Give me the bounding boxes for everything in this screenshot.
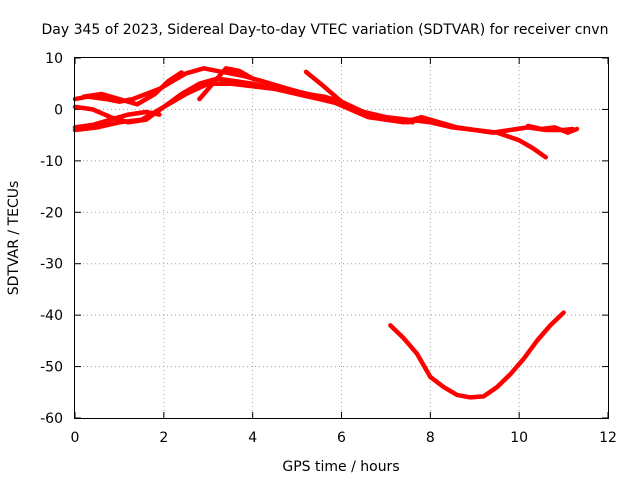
y-tick-label: -10 bbox=[40, 154, 63, 170]
x-tick-label: 0 bbox=[71, 430, 80, 446]
chart-title: Day 345 of 2023, Sidereal Day-to-day VTE… bbox=[42, 22, 609, 38]
series-trace-f bbox=[197, 66, 344, 104]
y-tick-label: -50 bbox=[40, 360, 63, 376]
y-tick-label: 0 bbox=[54, 102, 63, 118]
y-tick-label: -30 bbox=[40, 257, 63, 273]
series-trace-dip bbox=[388, 310, 566, 400]
x-tick-label: 2 bbox=[159, 430, 168, 446]
axis-ticks: 0 2 4 6 8 10 12 10 0 -10 -20 -30 -40 -50 -60 bbox=[40, 51, 617, 446]
x-tick-label: 12 bbox=[599, 430, 617, 446]
data-series bbox=[72, 66, 580, 400]
x-tick-label: 6 bbox=[337, 430, 346, 446]
series-trace-g bbox=[303, 69, 415, 125]
x-axis-label: GPS time / hours bbox=[282, 459, 399, 475]
plot-frame bbox=[74, 57, 609, 419]
series-trace-d bbox=[81, 70, 184, 107]
y-tick-label: -20 bbox=[40, 205, 63, 221]
y-axis-label: SDTVAR / TECUs bbox=[6, 181, 22, 296]
series-trace-c bbox=[72, 81, 411, 133]
y-tick-label: -60 bbox=[40, 411, 63, 427]
x-tick-label: 4 bbox=[248, 430, 257, 446]
y-tick-label: -40 bbox=[40, 308, 63, 324]
y-tick-label: 10 bbox=[45, 51, 63, 67]
series-trace-e bbox=[72, 109, 162, 130]
series-trace-h bbox=[525, 123, 580, 135]
x-tick-label: 8 bbox=[426, 430, 435, 446]
x-tick-label: 10 bbox=[510, 430, 528, 446]
